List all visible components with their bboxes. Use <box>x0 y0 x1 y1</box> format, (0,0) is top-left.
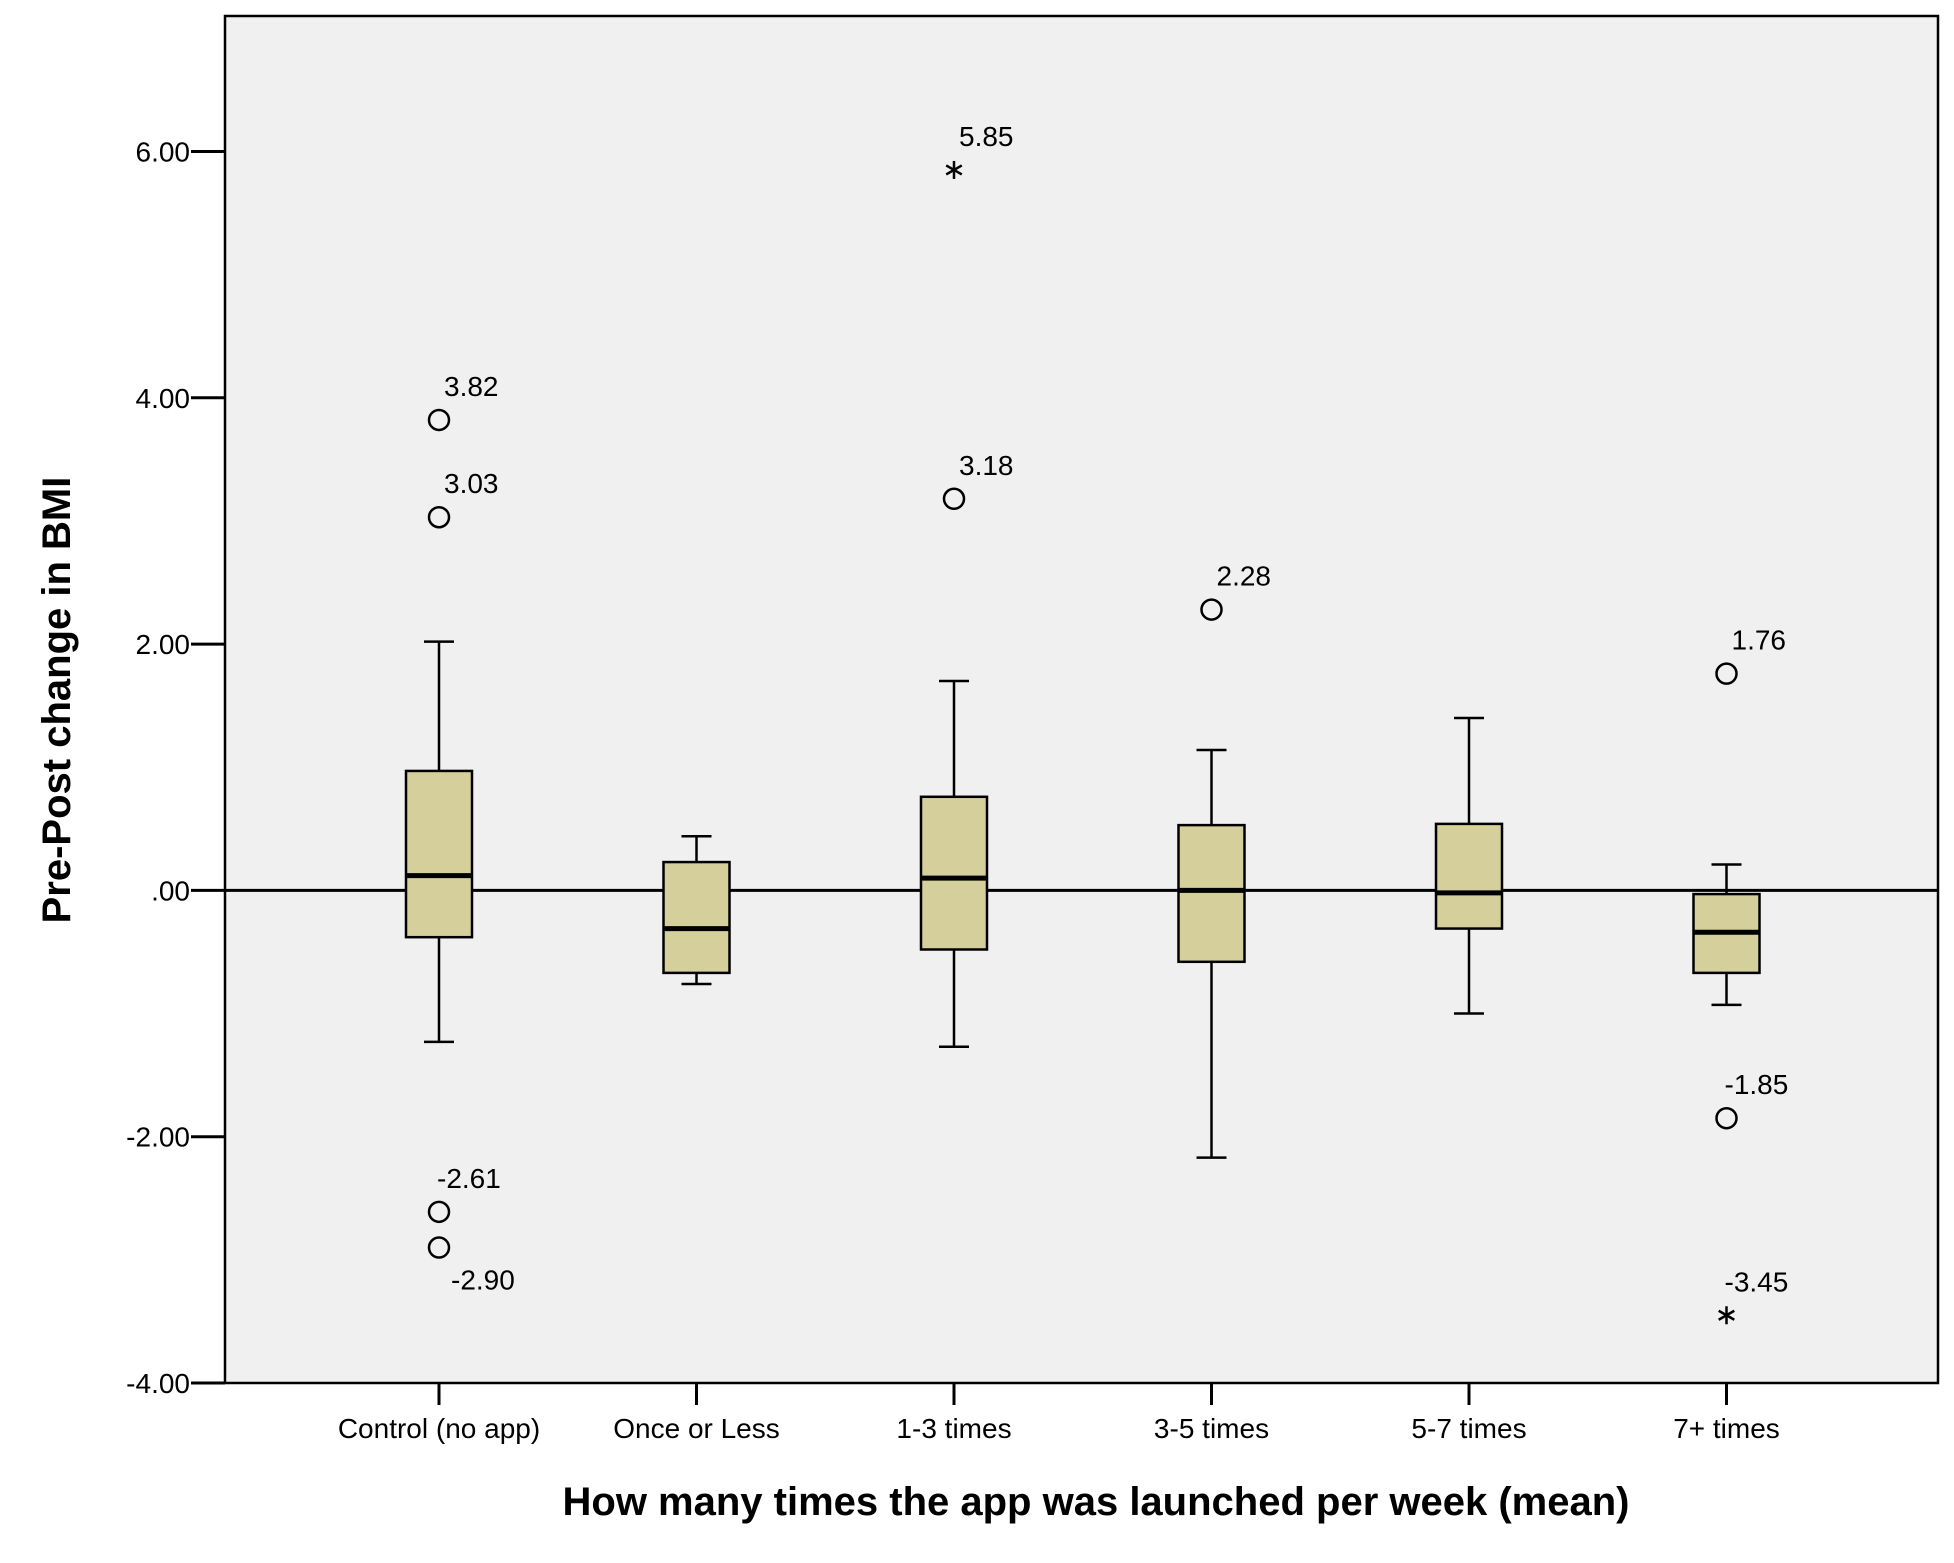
outlier-circle-marker <box>427 408 451 432</box>
x-tick-label: Once or Less <box>613 1413 780 1444</box>
iqr-box <box>1434 822 1504 930</box>
outlier-circle-marker <box>427 505 451 529</box>
outlier-label: 3.18 <box>959 450 1014 481</box>
box-7-times: 1.76 -1.85 -3.45 <box>1692 625 1789 1325</box>
x-tick-label: 3-5 times <box>1154 1413 1269 1444</box>
star-stroke <box>1718 1309 1735 1321</box>
outlier-circle-marker <box>1715 1106 1738 1130</box>
outlier-label: 5.85 <box>959 121 1014 152</box>
outlier-circle-marker <box>1200 598 1223 621</box>
extreme-star-marker <box>945 160 963 179</box>
iqr-box <box>404 769 474 939</box>
y-tick-label: 2.00 <box>136 629 191 660</box>
x-axis-title: How many times the app was launched per … <box>563 1480 1630 1524</box>
outlier-label: -1.85 <box>1725 1069 1789 1100</box>
outlier-label: -2.61 <box>437 1163 501 1194</box>
star-stroke <box>945 164 963 176</box>
iqr-box <box>662 860 731 975</box>
iqr-box <box>1177 823 1246 964</box>
outlier-circle-marker <box>427 1236 451 1259</box>
box-3-5-times: 2.28 <box>1177 561 1272 1159</box>
outlier-label: -2.90 <box>451 1265 515 1296</box>
outlier-label: 3.82 <box>444 371 499 402</box>
box-control-no-app-: 3.82 3.03 -2.61 -2.90 <box>404 371 515 1296</box>
box-once-or-less <box>662 834 731 986</box>
outlier-label: 2.28 <box>1217 561 1272 592</box>
y-tick-label: .00 <box>151 875 190 906</box>
x-axis: Control (no app) Once or Less 1-3 times 3-5… <box>338 1383 1780 1444</box>
outlier-label: -3.45 <box>1725 1266 1789 1297</box>
y-tick-label: -2.00 <box>126 1122 190 1153</box>
plot-frame <box>223 14 1940 1385</box>
box-1-3-times: 5.85 3.18 <box>919 121 1014 1049</box>
y-axis: 6.00 4.00 2.00 .00 -2.00 -4.00 <box>126 136 225 1399</box>
plot-background <box>225 16 1938 1383</box>
x-tick-label: 1-3 times <box>896 1413 1011 1444</box>
outlier-label: 3.03 <box>444 468 499 499</box>
box-series: 3.82 3.03 -2.61 -2.90 5.85 3.18 2.28 1.76 -1.85 -… <box>404 121 1789 1325</box>
x-tick-label: 7+ times <box>1673 1413 1780 1444</box>
box-5-7-times <box>1434 716 1504 1015</box>
iqr-box <box>919 795 989 951</box>
y-tick-label: 6.00 <box>136 136 191 167</box>
y-axis-title: Pre-Post change in BMI <box>35 477 79 924</box>
y-tick-label: 4.00 <box>136 383 191 414</box>
extreme-star-marker <box>1718 1306 1735 1325</box>
x-tick-label: Control (no app) <box>338 1413 540 1444</box>
outlier-circle-marker <box>427 1200 451 1224</box>
outlier-label: 1.76 <box>1732 625 1787 656</box>
x-tick-label: 5-7 times <box>1411 1413 1526 1444</box>
y-tick-label: -4.00 <box>126 1368 190 1399</box>
outlier-circle-marker <box>1715 662 1738 685</box>
outlier-circle-marker <box>942 487 966 511</box>
